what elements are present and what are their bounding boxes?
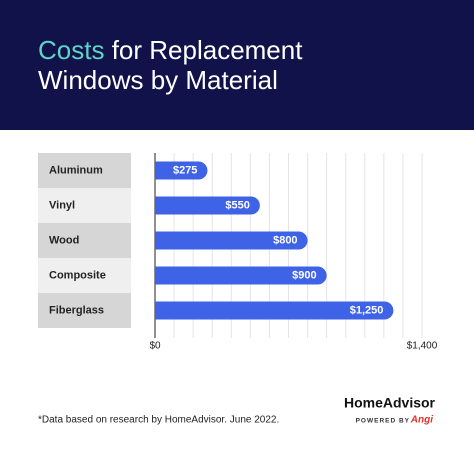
y-tick-label: Wood	[49, 234, 79, 246]
bar-base	[155, 266, 165, 285]
header	[0, 0, 474, 130]
category-cell	[38, 153, 131, 188]
bar-base	[155, 196, 165, 215]
y-tick-label: Fiberglass	[49, 304, 104, 316]
bar-base	[155, 301, 165, 320]
x-tick-label: $0	[149, 341, 161, 352]
category-cell	[38, 258, 131, 293]
category-cell	[38, 293, 131, 328]
category-cell	[38, 188, 131, 223]
value-label: $900	[292, 269, 316, 281]
bar	[155, 266, 327, 285]
value-label: $550	[225, 199, 249, 211]
y-tick-label: Aluminum	[49, 164, 103, 176]
logo-tagline: POWERED BY	[356, 418, 410, 425]
footnote: *Data based on research by HomeAdvisor. …	[38, 415, 279, 426]
y-tick-label: Vinyl	[49, 199, 75, 211]
value-label: $800	[273, 234, 297, 246]
x-tick-label: $1,400	[407, 341, 438, 352]
logo: HomeAdvisor	[344, 395, 436, 411]
bar	[155, 301, 394, 320]
value-label: $1,250	[350, 304, 384, 316]
chart-title: Costs for Replacement Windows by Material	[38, 35, 303, 95]
logo-brand: Angi	[410, 415, 433, 426]
bar	[155, 161, 208, 180]
category-cell	[38, 223, 131, 258]
bar	[155, 231, 308, 250]
bar-base	[155, 161, 165, 180]
value-label: $275	[173, 164, 197, 176]
bar	[155, 196, 260, 215]
category-panel	[38, 153, 131, 328]
bar-base	[155, 231, 165, 250]
y-tick-label: Composite	[49, 269, 106, 281]
